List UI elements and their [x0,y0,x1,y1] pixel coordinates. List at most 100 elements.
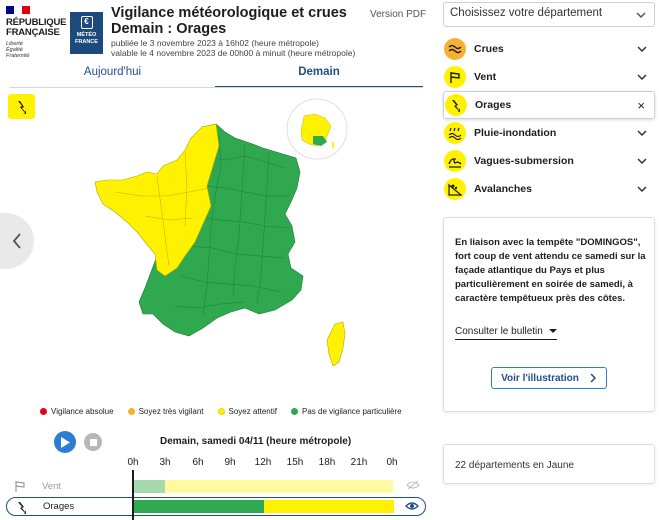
storm-icon [18,502,26,514]
timeline-row-label: Vent [42,481,62,492]
meteo-logo-line2: FRANCE [75,38,98,45]
motto-egalite: Égalité [6,47,23,53]
meteo-logo-line1: MÉTÉO [76,32,97,38]
map-corsica[interactable] [326,321,346,367]
rain-flood-icon [444,122,466,144]
chevron-down-icon [637,46,647,53]
phenomenon-label: Vent [474,71,497,83]
phenomenon-label: Vagues-submersion [474,155,574,167]
map-legend: Vigilance absolue Soyez très vigilant So… [40,407,402,416]
timeline-segment-green [133,480,165,493]
play-button[interactable] [54,431,76,453]
timeline-segment-yellow [165,480,393,493]
flood-icon [444,38,466,60]
department-count-card: 22 départements en Jaune [443,444,655,484]
french-flag-icon [6,6,30,14]
legend-item-orange: Soyez très vigilant [127,407,204,416]
eye-hidden-icon[interactable] [406,480,420,490]
timeline-row-vent[interactable]: Vent [6,477,426,496]
chevron-left-icon [12,233,21,249]
close-icon[interactable]: × [637,98,645,113]
republic-name-line1: RÉPUBLIQUE [6,17,67,28]
timeline-cursor[interactable] [132,470,134,520]
republic-name-line2: FRANÇAISE [6,27,60,38]
legend-label: Pas de vigilance particulière [301,407,402,416]
hour-label: 3h [159,457,171,468]
published-date: publiée le 3 novembre 2023 à 16h02 (heur… [111,38,319,48]
wind-icon [444,66,466,88]
legend-item-red: Vigilance absolue [40,407,114,416]
phenomenon-label: Avalanches [474,183,532,195]
view-illustration-button[interactable]: Voir l'illustration [491,367,607,389]
storm-badge [8,94,35,119]
validity-period: valable le 4 novembre 2023 de 00h00 à mi… [111,48,356,58]
legend-label: Soyez très vigilant [138,407,204,416]
hour-label: 6h [192,457,204,468]
stop-icon [89,438,97,446]
storm-icon [445,94,467,116]
hour-label: 18h [318,457,336,468]
hour-label: 15h [286,457,304,468]
timeline-row-orages[interactable]: Orages [6,497,426,516]
waves-icon [444,150,466,172]
previous-arrow-button[interactable] [0,213,34,269]
timeline-bar-vent [133,480,393,493]
map-region-yellow[interactable] [94,123,220,277]
hour-label: 0h [386,457,398,468]
phenomenon-label: Pluie-inondation [474,127,557,139]
legend-dot-green [290,408,298,415]
legend-label: Soyez attentif [228,407,277,416]
timeline-row-label: Orages [43,501,75,512]
timeline-segment-green [134,500,264,513]
hour-label: 0h [127,457,139,468]
hour-label: 12h [254,457,272,468]
phenomenon-pluie-inondation[interactable]: Pluie-inondation [443,119,655,147]
chevron-down-icon [637,74,647,81]
timeline-bar-orages [134,500,394,513]
info-text: En liaison avec la tempête "DOMINGOS", f… [455,237,646,304]
phenomenon-crues[interactable]: Crues [443,35,655,63]
department-select-placeholder: Choisissez votre département [450,7,603,19]
tabs-divider [10,87,423,88]
phenomenon-avalanches[interactable]: Avalanches [443,175,655,203]
chevron-down-icon [636,12,646,19]
bulletin-dropdown[interactable]: Consulter le bulletin [455,326,557,340]
department-select[interactable]: Choisissez votre département [443,2,655,27]
chevron-down-icon [637,130,647,137]
hour-label: 21h [350,457,368,468]
legend-dot-yellow [217,408,225,415]
stop-button[interactable] [84,433,102,451]
minimap-overview [286,98,348,160]
info-card: En liaison avec la tempête "DOMINGOS", f… [443,217,655,412]
play-icon [61,436,70,448]
chevron-down-icon [637,186,647,193]
timeline-title: Demain, samedi 04/11 (heure métropole) [160,436,352,447]
phenomenon-label: Orages [475,99,512,111]
wind-icon [15,481,25,492]
chevron-right-icon [590,373,596,383]
hour-label: 9h [224,457,236,468]
meteo-france-icon: € [80,16,93,29]
tab-aujourdhui[interactable]: Aujourd'hui [83,66,142,78]
tab-demain[interactable]: Demain [215,66,423,88]
vigilance-map[interactable] [85,96,360,371]
department-count-text: 22 départements en Jaune [455,460,574,471]
chevron-down-icon [637,158,647,165]
timeline-segment-yellow [264,500,394,513]
eye-icon[interactable] [405,501,419,511]
phenomenon-orages[interactable]: Orages × [443,91,655,119]
caret-down-icon [548,329,557,333]
meteo-france-logo: € MÉTÉO FRANCE [70,12,103,54]
version-pdf-link[interactable]: Version PDF [370,9,427,20]
storm-icon [17,100,26,114]
phenomenon-label: Crues [474,43,504,55]
illustration-label: Voir l'illustration [501,372,579,384]
page-title: Vigilance météorologique et crues Demain… [111,5,347,37]
page-title-line2: Demain : Orages [111,21,227,37]
republique-francaise-logo: RÉPUBLIQUE FRANÇAISE Liberté Égalité Fra… [6,6,66,59]
phenomenon-vent[interactable]: Vent [443,63,655,91]
bulletin-label: Consulter le bulletin [455,326,543,337]
legend-item-green: Pas de vigilance particulière [290,407,402,416]
phenomenon-vagues-submersion[interactable]: Vagues-submersion [443,147,655,175]
legend-label: Vigilance absolue [51,407,114,416]
